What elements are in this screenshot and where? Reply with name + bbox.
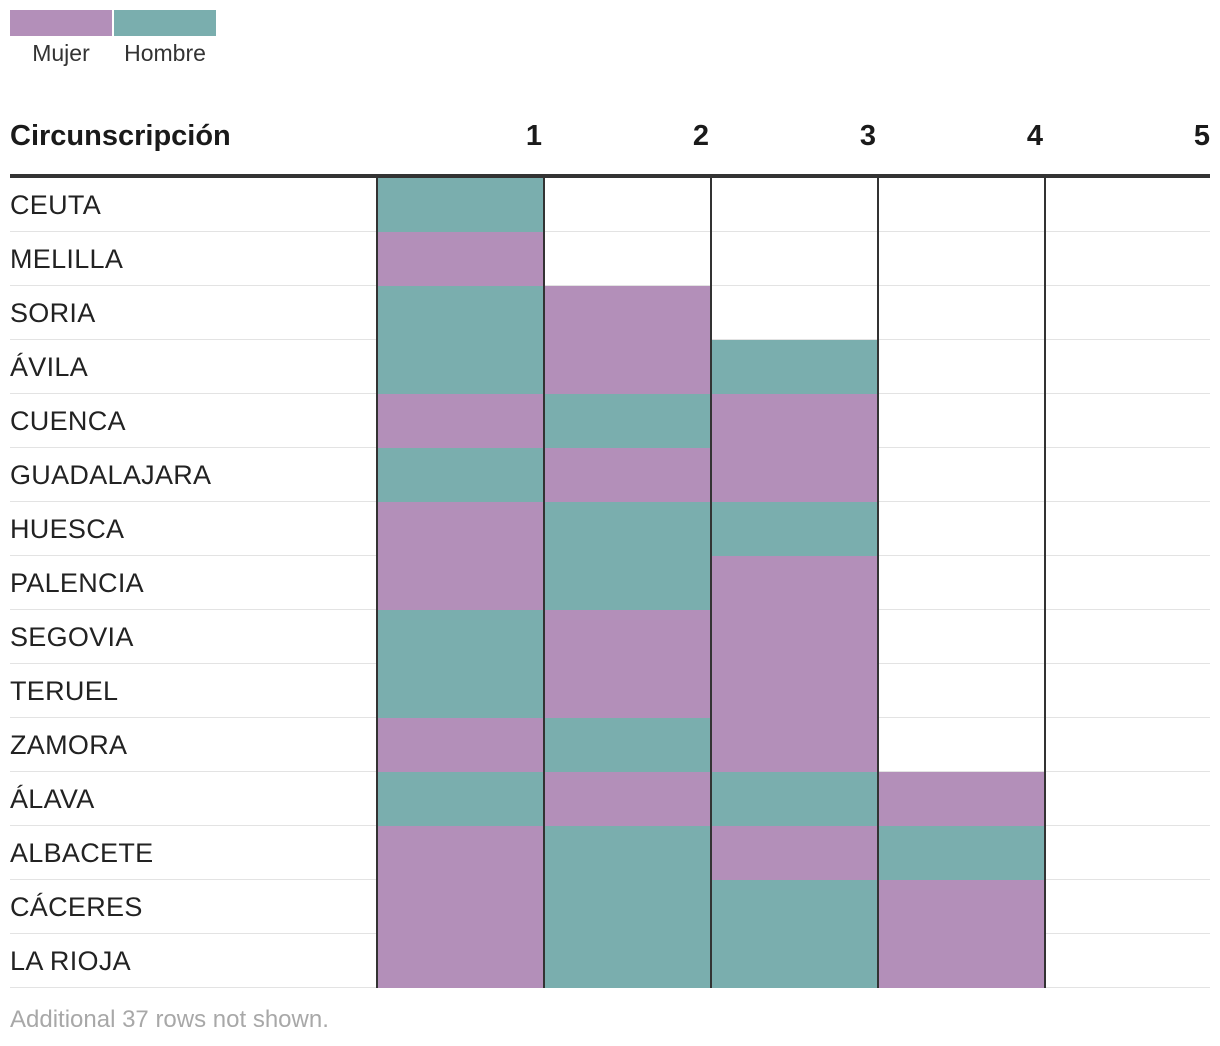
seat-table: Circunscripción 1 2 3 4 5 CEUTA MELILLA SO… xyxy=(10,110,1210,988)
legend: Mujer Hombre xyxy=(10,10,216,66)
seat-cell-mujer xyxy=(376,394,543,448)
table-row: CÁCERES xyxy=(10,880,1210,934)
row-label: CÁCERES xyxy=(10,892,143,922)
seat-cell-hombre xyxy=(710,880,877,934)
seat-cell-hombre xyxy=(710,340,877,394)
table-row: ALBACETE xyxy=(10,826,1210,880)
seat-cell-mujer xyxy=(710,556,877,610)
seat-cell-hombre xyxy=(376,610,543,664)
table-row: HUESCA xyxy=(10,502,1210,556)
table-row: ÁLAVA xyxy=(10,772,1210,826)
legend-item-hombre: Hombre xyxy=(114,10,216,66)
seat-cell-mujer xyxy=(543,610,710,664)
seat-cell-mujer xyxy=(543,448,710,502)
column-header-4: 4 xyxy=(1026,120,1043,152)
row-label: SORIA xyxy=(10,298,96,328)
table-header: Circunscripción 1 2 3 4 5 xyxy=(10,110,1210,178)
footnote: Additional 37 rows not shown. xyxy=(10,1006,329,1033)
column-header-3: 3 xyxy=(859,120,876,152)
row-label: ALBACETE xyxy=(10,838,154,868)
seat-cell-mujer xyxy=(543,772,710,826)
seat-cell-hombre xyxy=(710,502,877,556)
legend-swatch-mujer xyxy=(10,10,112,36)
row-label: PALENCIA xyxy=(10,568,144,598)
seat-cell-hombre xyxy=(376,664,543,718)
seat-cell-hombre xyxy=(543,718,710,772)
seat-cell-mujer xyxy=(877,772,1044,826)
column-header-1: 1 xyxy=(525,120,542,152)
seat-cell-mujer xyxy=(376,880,543,934)
seat-cell-mujer xyxy=(710,448,877,502)
row-label: CEUTA xyxy=(10,190,102,220)
seat-cell-mujer xyxy=(710,610,877,664)
seat-cell-hombre xyxy=(376,340,543,394)
seat-cell-hombre xyxy=(376,178,543,232)
seat-cell-hombre xyxy=(710,772,877,826)
row-label: LA RIOJA xyxy=(10,946,131,976)
seat-boundary-line xyxy=(877,178,879,988)
seat-cell-mujer xyxy=(710,394,877,448)
seat-cell-mujer xyxy=(376,826,543,880)
table-row: ZAMORA xyxy=(10,718,1210,772)
seat-cell-hombre xyxy=(376,286,543,340)
seat-cell-mujer xyxy=(710,664,877,718)
seat-cell-mujer xyxy=(877,880,1044,934)
seat-cell-mujer xyxy=(376,232,543,286)
seat-cell-hombre xyxy=(543,880,710,934)
table-body: CEUTA MELILLA SORIA ÁVILA CUENCA GUADALAJARA H… xyxy=(10,178,1210,988)
row-label: ÁVILA xyxy=(10,352,89,382)
seat-boundary-line xyxy=(376,178,378,988)
table-row: SORIA xyxy=(10,286,1210,340)
seat-cell-mujer xyxy=(376,934,543,988)
seat-cell-mujer xyxy=(376,556,543,610)
seat-cell-mujer xyxy=(376,718,543,772)
seat-cell-hombre xyxy=(710,934,877,988)
seat-boundary-line xyxy=(543,178,545,988)
seat-boundary-line xyxy=(710,178,712,988)
seat-cell-hombre xyxy=(376,772,543,826)
table-row: TERUEL xyxy=(10,664,1210,718)
row-label: ÁLAVA xyxy=(10,784,95,814)
row-label: HUESCA xyxy=(10,514,125,544)
seat-cell-hombre xyxy=(543,826,710,880)
seat-cell-mujer xyxy=(710,718,877,772)
seat-boundary-line xyxy=(1044,178,1046,988)
table-row: ÁVILA xyxy=(10,340,1210,394)
legend-label-mujer: Mujer xyxy=(32,40,90,66)
seat-cell-mujer xyxy=(877,934,1044,988)
seat-cell-mujer xyxy=(376,502,543,556)
seat-cell-hombre xyxy=(543,394,710,448)
seat-cell-hombre xyxy=(543,502,710,556)
column-header-5: 5 xyxy=(1193,120,1210,152)
legend-item-mujer: Mujer xyxy=(10,10,112,66)
table-row: LA RIOJA xyxy=(10,934,1210,988)
row-label: MELILLA xyxy=(10,244,124,274)
seat-cell-hombre xyxy=(877,826,1044,880)
row-label: GUADALAJARA xyxy=(10,460,212,490)
seat-cell-mujer xyxy=(543,664,710,718)
seat-cell-mujer xyxy=(543,286,710,340)
row-label: TERUEL xyxy=(10,676,119,706)
seat-cell-mujer xyxy=(710,826,877,880)
legend-label-hombre: Hombre xyxy=(124,40,206,66)
seat-cell-hombre xyxy=(543,934,710,988)
seat-cell-hombre xyxy=(376,448,543,502)
column-header-circunscripcion: Circunscripción xyxy=(10,120,231,152)
legend-swatch-hombre xyxy=(114,10,216,36)
column-header-2: 2 xyxy=(692,120,709,152)
table-row: PALENCIA xyxy=(10,556,1210,610)
table-row: CUENCA xyxy=(10,394,1210,448)
seat-cell-hombre xyxy=(543,556,710,610)
row-label: CUENCA xyxy=(10,406,126,436)
table-row: SEGOVIA xyxy=(10,610,1210,664)
table-row: MELILLA xyxy=(10,232,1210,286)
row-label: SEGOVIA xyxy=(10,622,134,652)
table-row: GUADALAJARA xyxy=(10,448,1210,502)
row-label: ZAMORA xyxy=(10,730,128,760)
table-row: CEUTA xyxy=(10,178,1210,232)
seat-cell-mujer xyxy=(543,340,710,394)
